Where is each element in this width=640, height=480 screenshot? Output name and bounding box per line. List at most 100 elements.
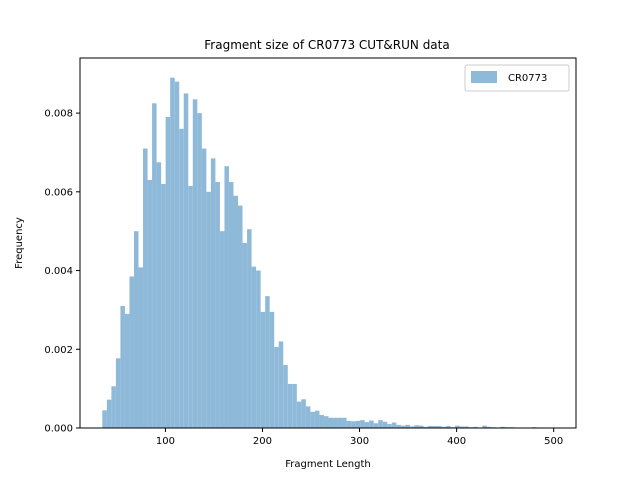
histogram-bar bbox=[418, 425, 424, 428]
histogram-bar bbox=[369, 420, 374, 428]
histogram-bar bbox=[188, 185, 193, 428]
histogram-bar bbox=[328, 417, 334, 428]
histogram-bar bbox=[432, 426, 438, 428]
histogram-bar bbox=[247, 229, 252, 428]
histogram-bar bbox=[251, 266, 257, 428]
histogram-bar bbox=[446, 426, 451, 428]
histogram-bar bbox=[156, 162, 162, 428]
histogram-bar bbox=[269, 311, 275, 428]
histogram-bar bbox=[414, 425, 419, 428]
histogram-bar bbox=[102, 410, 107, 428]
histogram-bar bbox=[301, 399, 306, 428]
histogram-bar bbox=[242, 243, 248, 428]
histogram-bar bbox=[378, 420, 383, 428]
histogram-bar bbox=[310, 411, 315, 428]
histogram-bar bbox=[296, 401, 302, 428]
histogram-bar bbox=[120, 305, 125, 428]
histogram-bar bbox=[210, 158, 216, 428]
x-tick-label: 300 bbox=[350, 436, 369, 447]
histogram-bar bbox=[260, 311, 266, 428]
histogram-bar bbox=[201, 148, 207, 428]
chart-title: Fragment size of CR0773 CUT&RUN data bbox=[204, 38, 449, 52]
histogram-bar bbox=[228, 181, 234, 428]
histogram-bar bbox=[115, 358, 121, 428]
histogram-bar bbox=[265, 296, 270, 428]
histogram-bar bbox=[274, 346, 279, 428]
histogram-bar bbox=[351, 421, 356, 428]
histogram-bar bbox=[283, 365, 288, 428]
plot-frame bbox=[79, 57, 577, 429]
histogram-bar bbox=[342, 417, 347, 428]
histogram-bar bbox=[482, 425, 487, 428]
x-tick-label: 100 bbox=[156, 436, 175, 447]
histogram-bar bbox=[197, 113, 202, 429]
histogram-bar bbox=[346, 420, 352, 428]
histogram-bar bbox=[373, 423, 379, 428]
histogram-bar bbox=[360, 420, 365, 428]
histogram-bar bbox=[437, 426, 442, 428]
histogram-bar bbox=[455, 425, 460, 428]
histogram-bar bbox=[459, 426, 465, 428]
histogram-bar bbox=[124, 313, 130, 428]
histogram-bar bbox=[409, 426, 415, 428]
histogram-bar bbox=[138, 267, 144, 428]
histogram-bar bbox=[287, 383, 293, 428]
histogram-bar bbox=[219, 231, 225, 428]
histogram-bar bbox=[305, 406, 311, 428]
histogram-bar bbox=[106, 399, 112, 428]
y-tick-label: 0.000 bbox=[44, 424, 73, 435]
histogram-bar bbox=[133, 231, 139, 428]
histogram-bar bbox=[486, 426, 492, 428]
x-tick-label: 200 bbox=[253, 436, 272, 447]
histogram-bar bbox=[129, 276, 134, 428]
y-tick-label: 0.006 bbox=[44, 187, 73, 198]
histogram-bar bbox=[319, 415, 324, 428]
x-axis-ticks: 100 200 300 400 500 bbox=[156, 428, 563, 447]
x-tick-label: 500 bbox=[544, 436, 563, 447]
histogram-bar bbox=[314, 410, 320, 428]
histogram-bar bbox=[183, 93, 189, 429]
histogram-bar bbox=[233, 195, 239, 428]
histogram-bar bbox=[256, 270, 261, 428]
histogram-bar bbox=[165, 117, 171, 428]
histogram-bar bbox=[364, 422, 370, 428]
histogram-bar bbox=[464, 426, 469, 428]
histogram-bar bbox=[224, 166, 229, 429]
histogram-bar bbox=[111, 386, 116, 428]
histogram-bar bbox=[238, 205, 243, 428]
legend: CR0773 bbox=[464, 64, 570, 92]
histogram-bar bbox=[441, 426, 447, 428]
x-tick-label: 400 bbox=[447, 436, 466, 447]
y-axis-label: Frequency bbox=[14, 217, 25, 269]
histogram-bar bbox=[405, 424, 410, 428]
histogram-bar bbox=[278, 341, 284, 428]
histogram-bar bbox=[333, 417, 338, 428]
legend-label: CR0773 bbox=[508, 73, 547, 84]
bars-group bbox=[102, 77, 555, 429]
y-tick-label: 0.008 bbox=[44, 109, 73, 120]
histogram-bar bbox=[152, 103, 157, 429]
histogram-bar bbox=[428, 426, 433, 428]
legend-swatch bbox=[471, 71, 497, 83]
histogram-bar bbox=[161, 183, 166, 428]
histogram-bar bbox=[147, 180, 153, 428]
histogram-bar bbox=[292, 383, 297, 428]
histogram-bar bbox=[423, 426, 428, 428]
y-tick-label: 0.004 bbox=[44, 266, 73, 277]
histogram-bar bbox=[355, 420, 361, 428]
histogram-bar bbox=[337, 417, 343, 428]
histogram-bar bbox=[143, 148, 148, 428]
y-axis-ticks: 0.000 0.002 0.004 0.006 0.008 bbox=[44, 109, 80, 435]
histogram-bar bbox=[206, 191, 211, 428]
histogram-bar bbox=[500, 426, 505, 428]
histogram-bar bbox=[179, 128, 184, 428]
y-tick-label: 0.002 bbox=[44, 345, 73, 356]
histogram-bar bbox=[192, 99, 198, 428]
x-axis-label: Fragment Length bbox=[285, 459, 370, 470]
histogram-bar bbox=[396, 424, 401, 428]
histogram-bar bbox=[170, 77, 175, 429]
histogram-bar bbox=[391, 422, 397, 428]
histogram-bar bbox=[387, 424, 392, 428]
histogram-bar bbox=[473, 426, 478, 428]
